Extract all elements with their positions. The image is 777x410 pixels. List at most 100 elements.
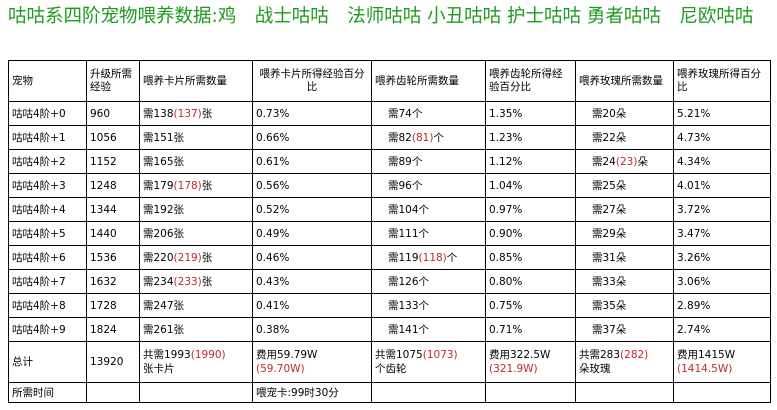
rose-pct: 2.89% xyxy=(673,293,771,318)
card-pct: 0.52% xyxy=(252,197,372,222)
gear-count: 需111个 xyxy=(371,221,486,246)
pet-name: 咕咕4阶+1 xyxy=(8,125,87,150)
card-count: 需220(219)张 xyxy=(139,245,253,270)
card-pct: 0.56% xyxy=(252,173,372,198)
card-count: 需247张 xyxy=(139,293,253,318)
rose-count: 需22朵 xyxy=(575,125,674,150)
pet-name: 咕咕4阶+6 xyxy=(8,245,87,270)
header-card-count: 喂养卡片所需数量 xyxy=(139,60,253,102)
rose-count: 需33朵 xyxy=(575,269,674,294)
rose-count: 需29朵 xyxy=(575,221,674,246)
rose-count: 需25朵 xyxy=(575,173,674,198)
pet-name: 咕咕4阶+9 xyxy=(8,317,87,342)
table-row: 咕咕4阶+9 1824 需261张 0.38% 需141个 0.71% 需37朵 2.74% xyxy=(8,317,771,342)
card-pct: 0.73% xyxy=(252,101,372,126)
upgrade-exp: 1632 xyxy=(86,269,140,294)
gear-count: 需126个 xyxy=(371,269,486,294)
table-header-row: 宠物 升级所需经验 喂养卡片所需数量 喂养卡片所得经验百分比 喂养齿轮所需数量 … xyxy=(8,60,771,102)
rose-count: 需24(23)朵 xyxy=(575,149,674,174)
time-row: 所需时间 喂宠卡:99时30分 xyxy=(8,382,771,403)
table-row: 咕咕4阶+3 1248 需179(178)张 0.56% 需96个 1.04% 需25朵 4.… xyxy=(8,173,771,198)
total-rose: 共需283(282) 朵玫瑰 xyxy=(575,341,674,383)
pet-name: 咕咕4阶+8 xyxy=(8,293,87,318)
total-card-cost: 费用59.79W (59.70W) xyxy=(252,341,372,383)
gear-count: 需74个 xyxy=(371,101,486,126)
upgrade-exp: 1344 xyxy=(86,197,140,222)
gear-pct: 0.80% xyxy=(485,269,576,294)
page-title: 咕咕系四阶宠物喂养数据:鸡 战士咕咕 法师咕咕 小丑咕咕 护士咕咕 勇者咕咕 尼… xyxy=(8,6,754,27)
rose-count: 需37朵 xyxy=(575,317,674,342)
rose-pct: 4.01% xyxy=(673,173,771,198)
rose-pct: 3.26% xyxy=(673,245,771,270)
card-pct: 0.38% xyxy=(252,317,372,342)
total-rose-cost: 费用1415W (1414.5W) xyxy=(673,341,771,383)
rose-pct: 3.06% xyxy=(673,269,771,294)
gear-count: 需133个 xyxy=(371,293,486,318)
gear-pct: 0.71% xyxy=(485,317,576,342)
header-rose-pct: 喂养玫瑰所得百分比 xyxy=(673,60,771,102)
pet-name: 咕咕4阶+2 xyxy=(8,149,87,174)
total-exp: 13920 xyxy=(86,341,140,383)
card-count: 需234(233)张 xyxy=(139,269,253,294)
table-row: 咕咕4阶+8 1728 需247张 0.41% 需133个 0.75% 需35朵 2.89% xyxy=(8,293,771,318)
total-gear-cost: 费用322.5W (321.9W) xyxy=(485,341,576,383)
upgrade-exp: 960 xyxy=(86,101,140,126)
total-label: 总计 xyxy=(8,341,87,383)
gear-count: 需104个 xyxy=(371,197,486,222)
header-pet: 宠物 xyxy=(8,60,87,102)
rose-count: 需20朵 xyxy=(575,101,674,126)
header-card-pct: 喂养卡片所得经验百分比 xyxy=(252,60,372,102)
upgrade-exp: 1248 xyxy=(86,173,140,198)
pet-name: 咕咕4阶+5 xyxy=(8,221,87,246)
gear-pct: 0.90% xyxy=(485,221,576,246)
table-row: 咕咕4阶+4 1344 需192张 0.52% 需104个 0.97% 需27朵 3.72% xyxy=(8,197,771,222)
rose-pct: 3.47% xyxy=(673,221,771,246)
table-row: 咕咕4阶+5 1440 需206张 0.49% 需111个 0.90% 需29朵 3.47% xyxy=(8,221,771,246)
time-note: 喂宠卡:99时30分 xyxy=(252,382,372,403)
header-gear-pct: 喂养齿轮所得经验百分比 xyxy=(485,60,576,102)
gear-count: 需96个 xyxy=(371,173,486,198)
card-count: 需138(137)张 xyxy=(139,101,253,126)
header-exp: 升级所需经验 xyxy=(86,60,140,102)
rose-count: 需27朵 xyxy=(575,197,674,222)
feeding-data-table: 宠物 升级所需经验 喂养卡片所需数量 喂养卡片所得经验百分比 喂养齿轮所需数量 … xyxy=(8,60,771,403)
card-count: 需192张 xyxy=(139,197,253,222)
upgrade-exp: 1152 xyxy=(86,149,140,174)
table-row: 咕咕4阶+1 1056 需151张 0.66% 需82(81)个 1.23% 需22朵 4.7… xyxy=(8,125,771,150)
gear-count: 需119(118)个 xyxy=(371,245,486,270)
total-row: 总计 13920 共需1993(1990) 张卡片 费用59.79W (59.70W… xyxy=(8,341,771,383)
time-label: 所需时间 xyxy=(8,382,87,403)
total-gear: 共需1075(1073) 个齿轮 xyxy=(371,341,486,383)
rose-pct: 3.72% xyxy=(673,197,771,222)
upgrade-exp: 1824 xyxy=(86,317,140,342)
table-row: 咕咕4阶+2 1152 需165张 0.61% 需89个 1.12% 需24(23)朵 4.3… xyxy=(8,149,771,174)
gear-pct: 1.04% xyxy=(485,173,576,198)
pet-name: 咕咕4阶+0 xyxy=(8,101,87,126)
card-count: 需261张 xyxy=(139,317,253,342)
pet-name: 咕咕4阶+7 xyxy=(8,269,87,294)
upgrade-exp: 1440 xyxy=(86,221,140,246)
pet-name: 咕咕4阶+4 xyxy=(8,197,87,222)
gear-count: 需89个 xyxy=(371,149,486,174)
table-row: 咕咕4阶+7 1632 需234(233)张 0.43% 需126个 0.80% 需33朵 3… xyxy=(8,269,771,294)
card-pct: 0.49% xyxy=(252,221,372,246)
rose-pct: 5.21% xyxy=(673,101,771,126)
table-row: 咕咕4阶+6 1536 需220(219)张 0.46% 需119(118)个 0.85%… xyxy=(8,245,771,270)
header-rose-count: 喂养玫瑰所需数量 xyxy=(575,60,674,102)
gear-pct: 1.23% xyxy=(485,125,576,150)
rose-count: 需31朵 xyxy=(575,245,674,270)
card-pct: 0.46% xyxy=(252,245,372,270)
gear-pct: 0.97% xyxy=(485,197,576,222)
card-count: 需206张 xyxy=(139,221,253,246)
card-count: 需151张 xyxy=(139,125,253,150)
upgrade-exp: 1728 xyxy=(86,293,140,318)
upgrade-exp: 1536 xyxy=(86,245,140,270)
card-pct: 0.61% xyxy=(252,149,372,174)
gear-pct: 1.35% xyxy=(485,101,576,126)
total-card: 共需1993(1990) 张卡片 xyxy=(139,341,253,383)
rose-pct: 2.74% xyxy=(673,317,771,342)
gear-pct: 1.12% xyxy=(485,149,576,174)
gear-pct: 0.85% xyxy=(485,245,576,270)
header-gear-count: 喂养齿轮所需数量 xyxy=(371,60,486,102)
card-count: 需179(178)张 xyxy=(139,173,253,198)
